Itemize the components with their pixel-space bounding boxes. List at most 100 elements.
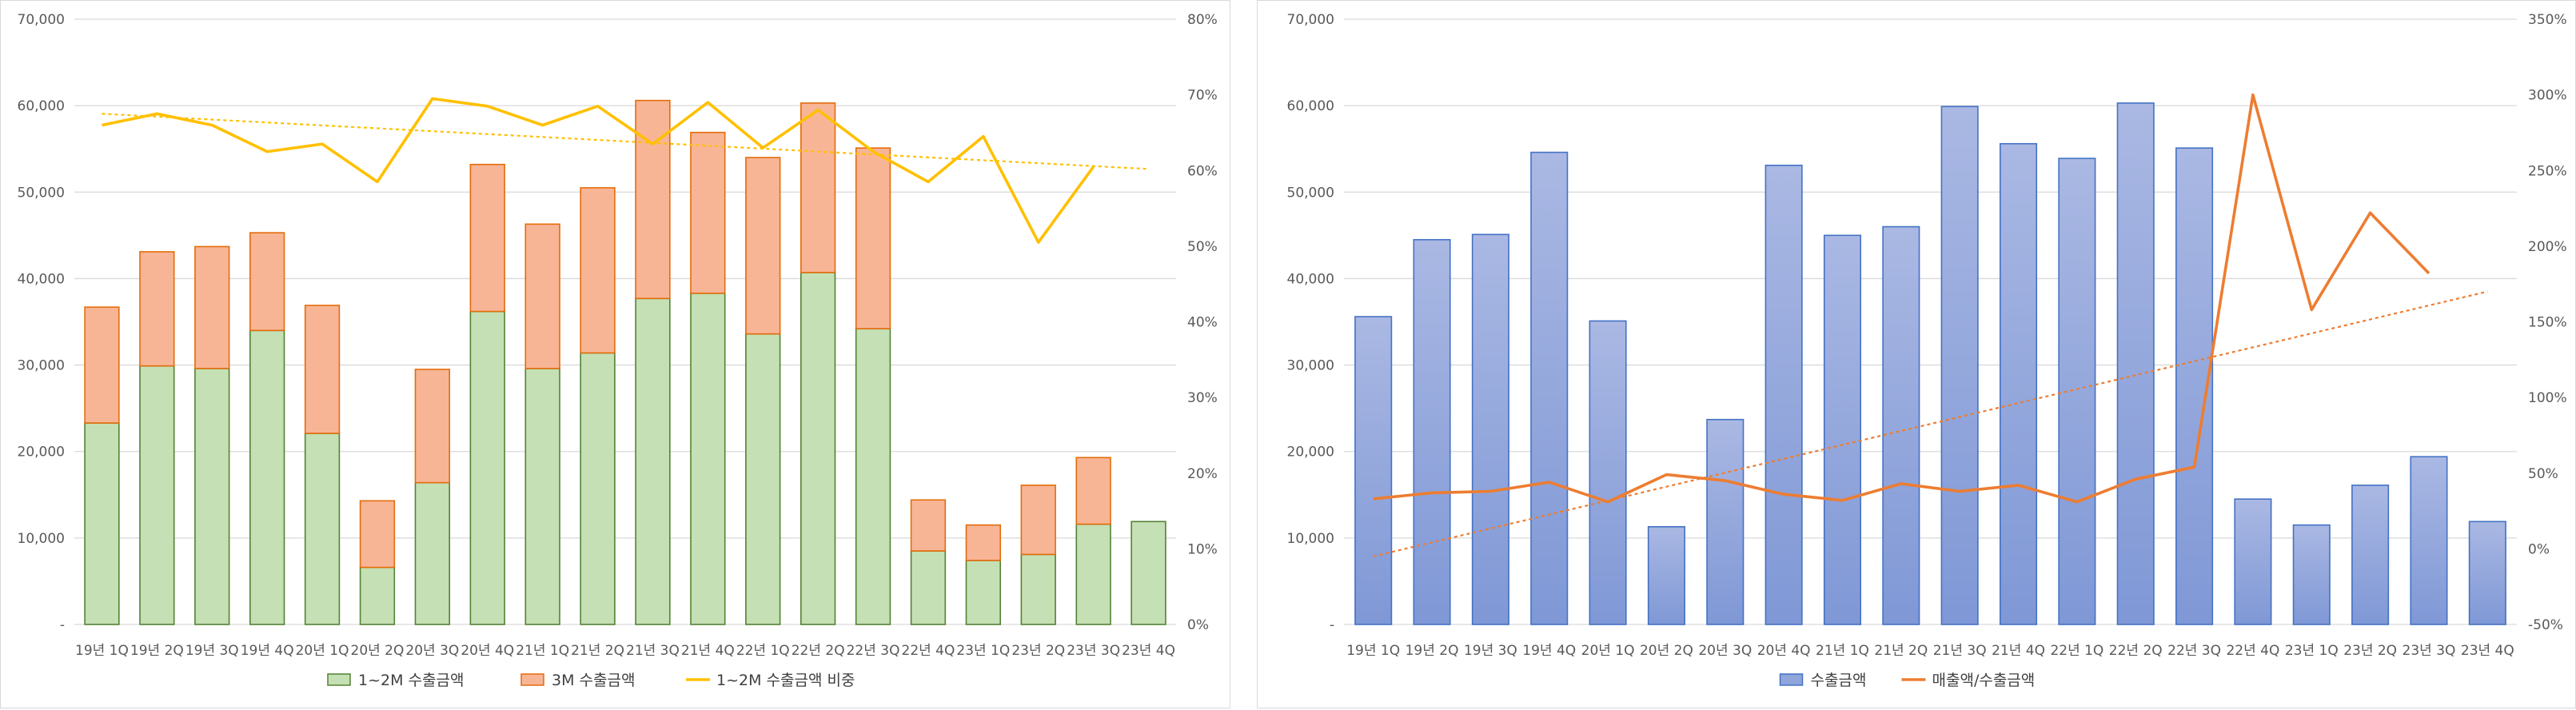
y-left-tick-label: 30,000 [1287, 358, 1334, 374]
y-left-tick-label: 50,000 [1287, 185, 1334, 201]
bar [2468, 521, 2506, 625]
x-tick-label: 20년 1Q [296, 643, 349, 659]
bar [524, 223, 560, 369]
x-tick-label: 23년 3Q [2403, 643, 2456, 659]
legend-label: 수출금액 [1811, 672, 1867, 689]
x-tick-label: 19년 3Q [185, 643, 239, 659]
bar [580, 187, 616, 354]
bar [249, 329, 285, 625]
x-tick-label: 20년 2Q [351, 643, 405, 659]
x-tick-label: 19년 4Q [1522, 643, 1576, 659]
y-left-tick-label: 70,000 [18, 12, 65, 28]
y-right-tick-label: 0% [2528, 541, 2550, 557]
x-tick-label: 23년 4Q [1122, 643, 1175, 659]
y-left-tick-label: 30,000 [18, 358, 65, 374]
bar [800, 102, 836, 273]
bar [1413, 238, 1451, 625]
y-left-tick-label: - [1330, 617, 1334, 633]
x-tick-label: 21년 1Q [516, 643, 569, 659]
x-tick-label: 19년 3Q [1464, 643, 1517, 659]
y-left-tick-label: 10,000 [18, 531, 65, 547]
legend-swatch [520, 673, 544, 686]
right-combo-chart: - 10,000 20,000 30,000 40,000 50,000 60,000 70,… [1287, 12, 2567, 689]
x-tick-label: 19년 1Q [75, 643, 129, 659]
bar [1940, 106, 1979, 625]
y-right-tick-label: 20% [1187, 466, 1218, 482]
bar [194, 368, 230, 625]
bar [580, 352, 616, 625]
bar [414, 481, 451, 625]
bar [1020, 553, 1056, 625]
bar [855, 328, 891, 625]
bar [635, 99, 671, 300]
y-right-tick-label: 50% [2528, 466, 2558, 482]
bar [2292, 524, 2331, 625]
bar [1589, 320, 1627, 625]
bar [139, 251, 175, 367]
bar [249, 232, 285, 332]
bar [1075, 457, 1111, 525]
bar [1765, 164, 1803, 625]
left-combo-chart: - 10,000 20,000 30,000 40,000 50,000 60,000 70,… [18, 12, 1218, 689]
y-left-tick-label: 40,000 [1287, 271, 1334, 287]
x-tick-label: 21년 3Q [626, 643, 680, 659]
series-line [1373, 93, 2430, 504]
x-tick-label: 21년 4Q [1992, 643, 2045, 659]
trendline [1373, 290, 2488, 557]
bar [690, 293, 726, 625]
y-right-tick-label: 80% [1187, 12, 1218, 28]
x-tick-label: 23년 2Q [2343, 643, 2397, 659]
bar [745, 333, 781, 625]
y-right-tick-label: 60% [1187, 163, 1218, 179]
y-right-tick-label: 250% [2528, 163, 2567, 179]
bar [1075, 523, 1111, 625]
y-left-tick-label: 20,000 [1287, 445, 1334, 461]
bar [524, 368, 560, 625]
bar [1647, 525, 1685, 625]
x-tick-label: 22년 4Q [902, 643, 955, 659]
bar [1354, 316, 1393, 625]
x-tick-label: 19년 1Q [1346, 643, 1400, 659]
x-tick-label: 21년 2Q [571, 643, 624, 659]
bar [469, 163, 505, 313]
y-left-tick-label: 20,000 [18, 445, 65, 461]
x-tick-label: 22년 1Q [2050, 643, 2103, 659]
x-tick-label: 19년 4Q [241, 643, 294, 659]
x-tick-label: 21년 2Q [1874, 643, 1928, 659]
bar [139, 365, 175, 625]
x-tick-label: 22년 1Q [736, 643, 790, 659]
y-right-tick-label: 50% [1187, 239, 1218, 255]
series-line [102, 97, 1095, 244]
y-right-tick-label: 30% [1187, 390, 1218, 406]
y-left-tick-label: 70,000 [1287, 12, 1334, 28]
bar [745, 157, 781, 335]
y-right-tick-label: 200% [2528, 239, 2567, 255]
bar [469, 310, 505, 625]
x-tick-label: 20년 1Q [1581, 643, 1635, 659]
bar [359, 500, 396, 568]
y-right-tick-label: 0% [1187, 617, 1209, 633]
bar [800, 272, 836, 625]
bar [965, 524, 1002, 561]
x-tick-label: 22년 4Q [2226, 643, 2279, 659]
y-right-tick-label: 10% [1187, 541, 1218, 557]
y-left-tick-label: 50,000 [18, 185, 65, 201]
y-right-tick-label: 350% [2528, 12, 2567, 28]
bar [1530, 151, 1569, 625]
x-tick-label: 20년 4Q [1757, 643, 1811, 659]
left-chart-panel: - 10,000 20,000 30,000 40,000 50,000 60,000 70,… [0, 0, 1230, 708]
bar [194, 245, 230, 369]
legend-label: 1~2M 수출금액 [358, 672, 464, 689]
bar [690, 131, 726, 294]
x-tick-label: 22년 3Q [2167, 643, 2221, 659]
y-left-tick-label: 40,000 [18, 271, 65, 287]
legend-swatch [327, 673, 351, 686]
y-left-tick-label: 10,000 [1287, 531, 1334, 547]
x-tick-label: 23년 2Q [1011, 643, 1065, 659]
bar [910, 550, 947, 625]
bar [84, 306, 120, 424]
y-right-tick-label: 100% [2528, 390, 2567, 406]
y-left-tick-label: 60,000 [18, 98, 65, 114]
x-tick-label: 21년 1Q [1816, 643, 1869, 659]
legend-swatch [1779, 673, 1804, 686]
